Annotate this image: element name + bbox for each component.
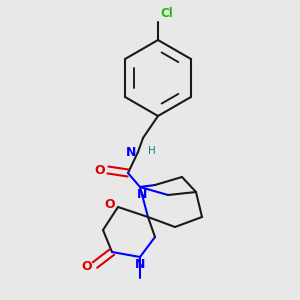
Text: O: O	[94, 164, 105, 176]
Text: Cl: Cl	[160, 7, 173, 20]
Text: O: O	[81, 260, 92, 274]
Text: N: N	[126, 146, 136, 158]
Text: N: N	[137, 188, 147, 201]
Text: N: N	[135, 258, 145, 271]
Text: O: O	[104, 199, 115, 212]
Text: H: H	[148, 146, 156, 156]
